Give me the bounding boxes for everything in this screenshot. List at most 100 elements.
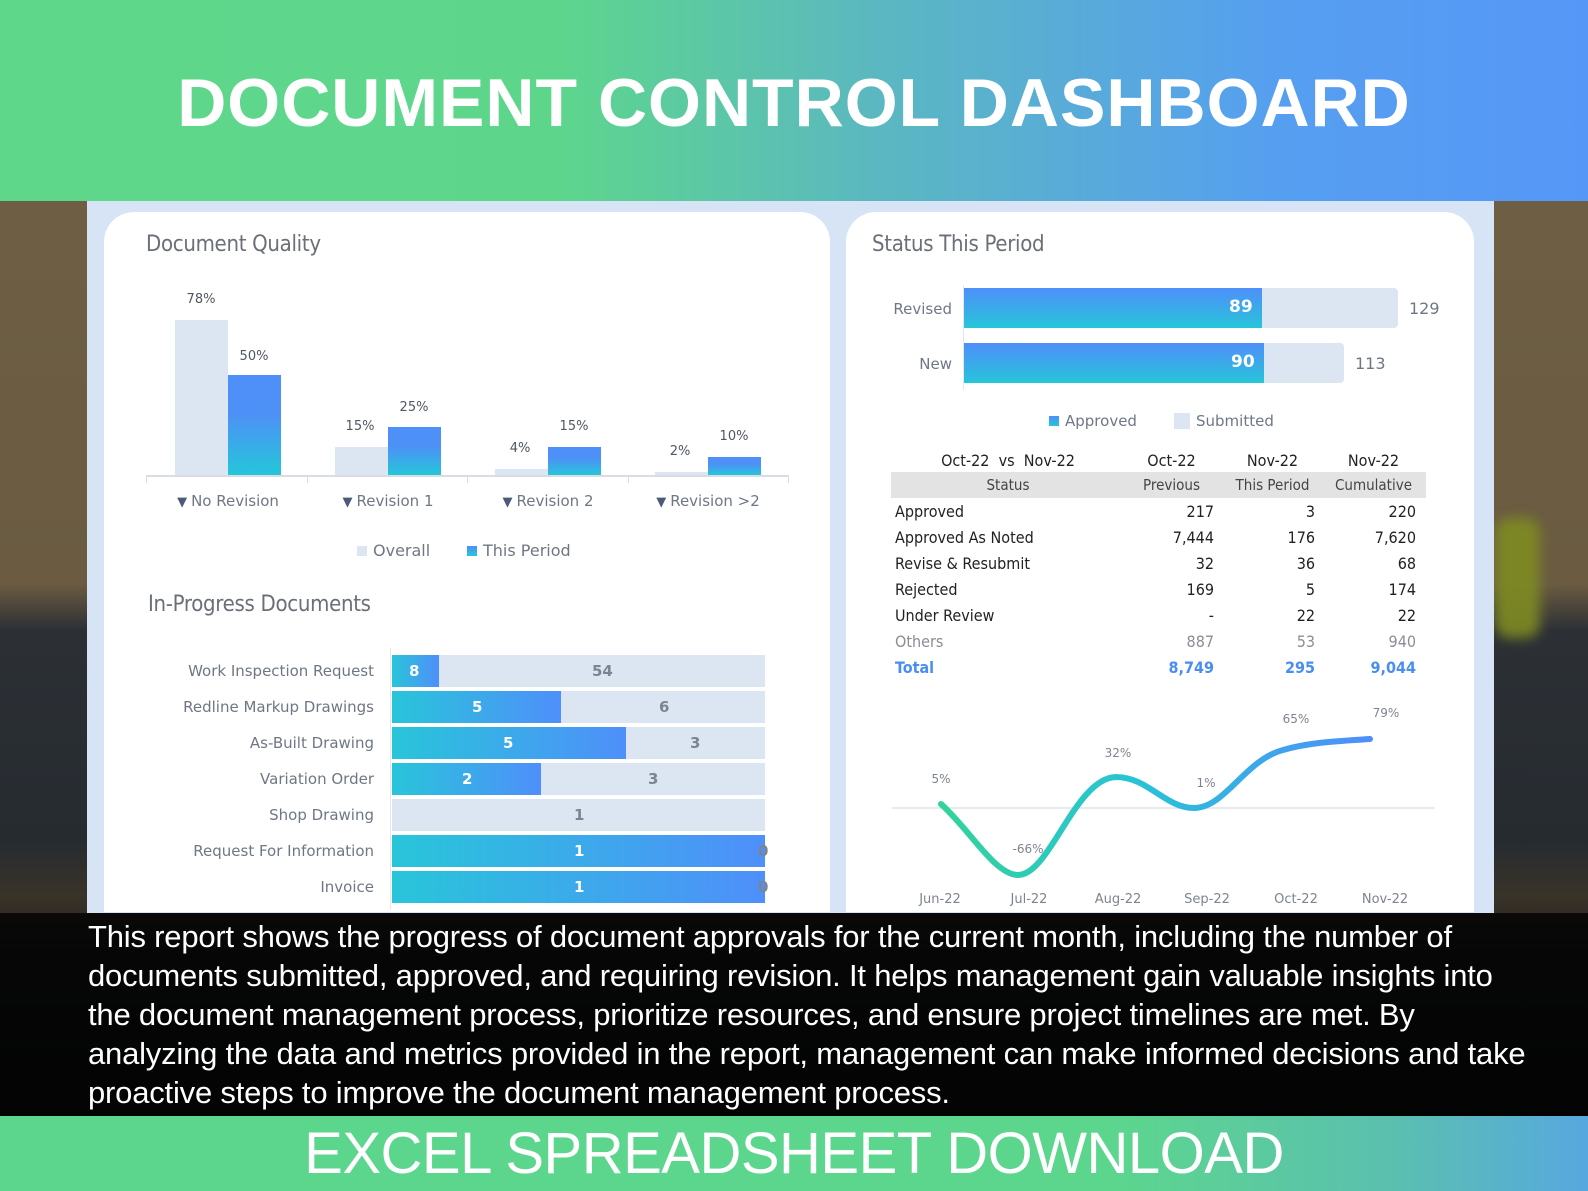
triangle-down-icon: ▼ xyxy=(342,495,353,510)
legend-swatch xyxy=(467,545,477,556)
bar-redline-markup-drawings[interactable]: 5 6 xyxy=(392,691,765,723)
trend-line-svg xyxy=(892,736,1435,879)
cell: Rejected xyxy=(895,579,958,599)
category-label: Revision 2 xyxy=(516,492,594,510)
cell: - xyxy=(1208,605,1214,625)
status-period-title: Status This Period xyxy=(872,232,1045,257)
bar-invoice[interactable]: 1 0 xyxy=(392,871,769,903)
x-tick-label: Oct-22 xyxy=(1274,892,1318,907)
comparison-table: Oct-22 vs Nov-22 Oct-22 Nov-22 Nov-22 St… xyxy=(891,448,1426,680)
cell: 7,620 xyxy=(1374,527,1416,547)
bar-work-inspection-request[interactable]: 8 54 xyxy=(392,655,765,687)
bar-period-revision-1[interactable] xyxy=(388,427,441,475)
category-revision-gt2: ▼ Revision >2 xyxy=(628,492,788,510)
period-header: Oct-22 xyxy=(1147,450,1196,470)
column-header: Cumulative xyxy=(1334,476,1413,494)
value-b: 0 xyxy=(758,878,769,896)
bar-new[interactable]: 90 xyxy=(964,343,1344,383)
table-row: Revise & Resubmit 32 36 68 xyxy=(891,550,1426,576)
period-header: Nov-22 xyxy=(1246,450,1299,470)
row-label: Revised xyxy=(893,300,952,318)
legend-this-period[interactable]: This Period xyxy=(467,541,571,560)
bar-segment-a xyxy=(392,871,765,903)
bar-overall-revision-gt2[interactable] xyxy=(655,472,708,475)
y-axis xyxy=(390,648,391,910)
bar-as-built-drawing[interactable]: 5 3 xyxy=(392,727,765,759)
cell: 940 xyxy=(1388,631,1416,651)
row-label: New xyxy=(919,355,952,373)
value-b: 3 xyxy=(648,770,659,788)
x-tick-label: Jul-22 xyxy=(1010,892,1048,907)
point-label: 1% xyxy=(1196,776,1216,790)
bar-period-revision-gt2[interactable] xyxy=(708,457,761,475)
row-label: Shop Drawing xyxy=(269,806,374,824)
value-label: 15% xyxy=(345,419,375,434)
bar-segment-a xyxy=(392,835,765,867)
bar-variation-order[interactable]: 2 3 xyxy=(392,763,765,795)
legend-label: Approved xyxy=(1065,412,1137,430)
value-label: 50% xyxy=(239,349,269,364)
approved-value: 89 xyxy=(1229,297,1253,317)
bar-revised[interactable]: 89 xyxy=(964,288,1398,328)
cell: Under Review xyxy=(895,605,995,625)
approved-value: 90 xyxy=(1231,352,1255,372)
bar-overall-no-revision[interactable] xyxy=(175,320,228,475)
value-label: 25% xyxy=(399,400,429,415)
bar-overall-revision-1[interactable] xyxy=(335,447,388,475)
table-row: Approved 217 3 220 xyxy=(891,498,1426,524)
value-label: 15% xyxy=(559,419,589,434)
submitted-value: 129 xyxy=(1409,299,1440,318)
cell: 174 xyxy=(1388,579,1416,599)
document-quality-title: Document Quality xyxy=(146,232,321,257)
table-header: Status Previous This Period Cumulative xyxy=(891,472,1426,498)
value-a: 5 xyxy=(503,734,514,752)
bar-segment-a xyxy=(392,691,561,723)
value-a: 1 xyxy=(574,842,585,860)
triangle-down-icon: ▼ xyxy=(177,495,188,510)
row-label: Variation Order xyxy=(260,770,374,788)
description-text: This report shows the progress of docume… xyxy=(88,919,1526,1110)
legend-label: Submitted xyxy=(1196,412,1274,430)
legend-submitted[interactable]: Submitted xyxy=(1174,412,1274,430)
cell: 32 xyxy=(1195,553,1214,573)
column-header: Previous xyxy=(1143,476,1200,494)
table-caption: Oct-22 vs Nov-22 xyxy=(941,450,1075,470)
cell: Others xyxy=(895,631,944,651)
category-no-revision: ▼ No Revision xyxy=(148,492,308,510)
cell: 295 xyxy=(1284,657,1315,677)
cell: 176 xyxy=(1287,527,1315,547)
point-label: 79% xyxy=(1372,706,1400,720)
legend-label: This Period xyxy=(483,541,571,560)
bar-approved xyxy=(964,343,1264,383)
table-row: Others 887 53 940 xyxy=(891,628,1426,654)
cell: 220 xyxy=(1388,501,1416,521)
x-tick-label: Jun-22 xyxy=(919,892,961,907)
value-a: 2 xyxy=(462,770,473,788)
cell: 217 xyxy=(1186,501,1214,521)
legend-approved[interactable]: Approved xyxy=(1049,412,1137,430)
value-a: 1 xyxy=(574,878,585,896)
bar-request-for-information[interactable]: 1 0 xyxy=(392,835,768,867)
table-row: Rejected 169 5 174 xyxy=(891,576,1426,602)
category-label: No Revision xyxy=(191,492,279,510)
value-b: 3 xyxy=(690,734,701,752)
bar-period-revision-2[interactable] xyxy=(548,447,601,475)
x-tick-label: Sep-22 xyxy=(1184,892,1230,907)
value-b: 54 xyxy=(592,662,613,680)
legend-overall[interactable]: Overall xyxy=(357,541,430,560)
row-label: Redline Markup Drawings xyxy=(183,698,374,716)
category-label: Revision 1 xyxy=(356,492,434,510)
cell: 22 xyxy=(1397,605,1416,625)
point-label: 5% xyxy=(931,772,951,786)
bar-shop-drawing[interactable]: 1 xyxy=(392,799,765,831)
bar-overall-revision-2[interactable] xyxy=(495,469,548,475)
page-title: DOCUMENT CONTROL DASHBOARD xyxy=(177,64,1411,141)
bar-period-no-revision[interactable] xyxy=(228,375,281,475)
download-banner[interactable]: EXCEL SPREADSHEET DOWNLOAD xyxy=(0,1116,1588,1191)
axis-tick xyxy=(146,475,147,483)
legend-swatch xyxy=(357,545,367,556)
in-progress-title: In-Progress Documents xyxy=(148,592,371,617)
description-overlay: This report shows the progress of docume… xyxy=(0,913,1588,1117)
cell: 169 xyxy=(1186,579,1214,599)
category-revision-2: ▼ Revision 2 xyxy=(468,492,628,510)
